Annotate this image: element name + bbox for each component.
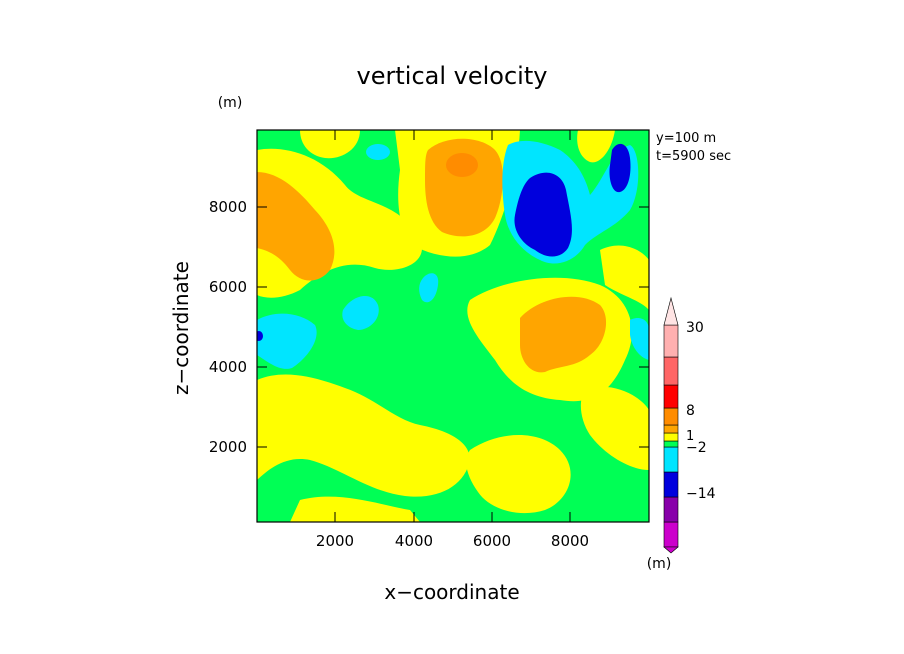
contour-region-dark-orange (446, 153, 478, 177)
contour-region-yellow-bottom-right (580, 386, 649, 470)
colorbar-segment (663, 324, 679, 358)
contour-region-yellow-top-right (577, 130, 615, 163)
y-unit-label: (m) (218, 95, 243, 111)
contour-region-cyan-top (366, 144, 390, 160)
chart-title: vertical velocity (357, 62, 548, 90)
plot-frame (256, 129, 650, 523)
contour-region-yellow-lower-left (257, 374, 470, 497)
contour-region-yellow-bottom-center (466, 435, 571, 514)
x-axis (334, 130, 571, 522)
colorbar-unit-label: (m) (647, 556, 672, 572)
colorbar-segment (663, 440, 679, 448)
contour-region-blue-large (514, 172, 572, 257)
y-axis (257, 206, 649, 448)
contour-region-yellow-top-center (300, 130, 360, 159)
y-tick-label: 4000 (209, 358, 247, 376)
contour-region-blue-top-right (609, 143, 631, 193)
info-y-position: y=100 m (656, 131, 716, 146)
contour-region-orange-small (462, 210, 474, 222)
colorbar-label-30: 30 (686, 320, 704, 336)
y-tick-label: 6000 (209, 278, 247, 296)
colorbar-segment (663, 496, 679, 523)
colorbar-segment (663, 356, 679, 386)
contour-region-yellow-bottom (290, 496, 420, 522)
contour-region-orange-center (520, 296, 607, 373)
y-axis-label: z−coordinate (169, 261, 193, 395)
colorbar-label-minus14: −14 (686, 486, 716, 502)
contour-field (257, 130, 649, 522)
contour-region-cyan-right (630, 318, 649, 360)
contour-region-cyan-left (257, 313, 317, 369)
colorbar-min-arrow (663, 546, 679, 554)
colorbar-label-minus2: −2 (686, 440, 707, 456)
colorbar-segment (663, 384, 679, 409)
colorbar-segment (663, 407, 679, 426)
colorbar-segment (663, 432, 679, 442)
x-axis-label: x−coordinate (384, 580, 519, 604)
colorbar-segment (663, 521, 679, 548)
contour-region-blue-edge (257, 331, 263, 341)
contour-region-orange-upper-left (257, 172, 335, 281)
colorbar-label-8: 8 (686, 403, 695, 419)
y-tick-label: 8000 (209, 198, 247, 216)
colorbar-max-arrow (663, 296, 679, 326)
contour-region-yellow-right (600, 245, 649, 310)
contour-region-orange-top (425, 138, 503, 237)
contour-region-cyan-small-2 (419, 273, 439, 303)
info-time: t=5900 sec (656, 149, 731, 164)
colorbar (663, 296, 679, 554)
colorbar-label-1: 1 (686, 429, 694, 444)
x-tick-label: 2000 (316, 532, 354, 550)
x-tick-label: 6000 (473, 532, 511, 550)
colorbar-segment (663, 446, 679, 473)
x-tick-label: 4000 (395, 532, 433, 550)
x-tick-label: 8000 (551, 532, 589, 550)
contour-region-cyan-small-1 (342, 295, 379, 330)
colorbar-segment (663, 471, 679, 498)
y-tick-label: 2000 (209, 438, 247, 456)
colorbar-segment (663, 424, 679, 434)
